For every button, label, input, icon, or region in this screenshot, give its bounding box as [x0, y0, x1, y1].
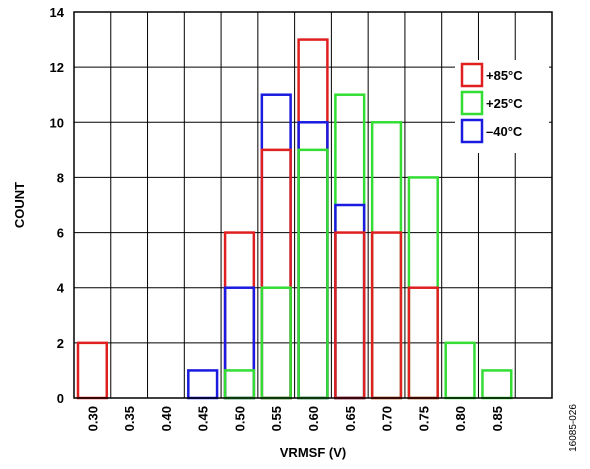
y-tick-label: 4: [57, 281, 65, 296]
bar-25C-0.80: [444, 341, 476, 400]
y-tick-label: 12: [50, 60, 64, 75]
x-tick-label: 0.85: [490, 406, 505, 431]
y-axis-title: COUNT: [12, 182, 27, 228]
legend-label: –40°C: [486, 124, 523, 139]
y-tick-label: 8: [57, 170, 64, 185]
bar-40C-0.60: [297, 121, 329, 400]
bar-85C-0.65: [334, 231, 366, 400]
bar-85C-0.50: [223, 231, 256, 400]
y-tick-labels: 0 2 4 6 8 10 12 14: [50, 5, 65, 406]
x-axis-title: VRMSF (V): [280, 445, 346, 460]
bar-25C-0.85: [481, 369, 513, 400]
bar-85C-0.60: [297, 38, 329, 400]
legend-swatch: [460, 118, 484, 144]
x-tick-label: 0.80: [453, 406, 468, 431]
bar-85C-0.30: [76, 341, 109, 400]
x-tick-label: 0.75: [416, 406, 431, 431]
bar-40C-0.45: [187, 369, 219, 400]
x-tick-label: 0.50: [232, 406, 247, 431]
x-tick-label: 0.45: [196, 406, 211, 431]
bar-40C-0.65: [334, 203, 366, 400]
x-tick-label: 0.40: [159, 406, 174, 431]
legend-label: +85°C: [486, 68, 523, 83]
legend: +85°C +25°C –40°C: [455, 60, 549, 153]
x-tick-label: 0.30: [85, 406, 100, 431]
y-tick-label: 10: [50, 115, 64, 130]
y-tick-label: 6: [57, 226, 64, 241]
x-tick-label: 0.60: [306, 406, 321, 431]
bar-25C-0.60: [297, 148, 329, 400]
y-tick-label: 0: [57, 391, 64, 406]
figure-id: 16085-026: [568, 404, 579, 452]
legend-swatch: [460, 90, 484, 116]
plot-area-frame: [73, 11, 553, 399]
bar-85C-0.55: [260, 148, 292, 400]
x-tick-label: 0.70: [380, 406, 395, 431]
legend-swatch: [460, 62, 484, 88]
bar-25C-0.65: [334, 93, 366, 400]
bar-85C-0.70: [370, 231, 403, 400]
x-tick-labels: 0.30 0.35 0.40 0.45 0.50 0.55 0.60 0.65 0.70 0.75…: [85, 406, 504, 431]
x-tick-label: 0.35: [122, 406, 137, 431]
bar-40C-0.55: [260, 93, 292, 400]
legend-background: [455, 60, 549, 153]
x-tick-label: 0.55: [269, 406, 284, 431]
bar-25C-0.70: [370, 121, 403, 400]
bar-25C-0.50: [223, 369, 256, 400]
y-tick-label: 14: [50, 5, 65, 20]
x-tick-label: 0.65: [343, 406, 358, 431]
y-tick-label: 2: [57, 336, 64, 351]
legend-label: +25°C: [486, 96, 523, 111]
